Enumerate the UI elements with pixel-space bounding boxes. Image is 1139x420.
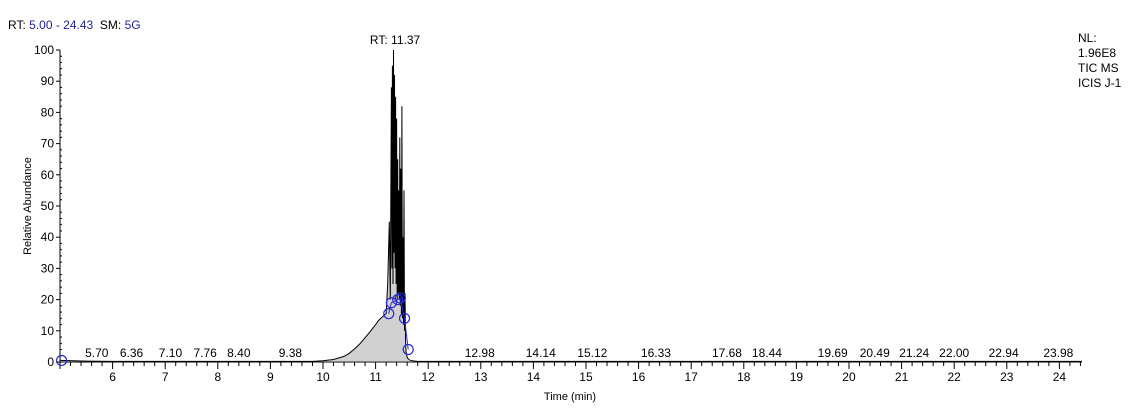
rt-range-value: 5.00 - 24.43 bbox=[29, 18, 94, 32]
peak-label: 22.00 bbox=[939, 346, 969, 360]
peak-label: 8.40 bbox=[227, 346, 251, 360]
peak-label: 21.24 bbox=[899, 346, 929, 360]
peak-label: 23.98 bbox=[1043, 346, 1073, 360]
y-tick-label: 60 bbox=[41, 168, 55, 182]
y-tick-label: 0 bbox=[47, 355, 54, 369]
peak-marker bbox=[402, 343, 414, 356]
peak-label: 17.68 bbox=[712, 346, 742, 360]
x-tick-label: 21 bbox=[895, 370, 909, 384]
y-tick-label: 40 bbox=[41, 230, 55, 244]
peak-label: 20.49 bbox=[860, 346, 890, 360]
y-tick-label: 20 bbox=[41, 293, 55, 307]
y-tick-label: 50 bbox=[41, 199, 55, 213]
trace-id: ICIS J-1 bbox=[1078, 76, 1122, 90]
trace-line bbox=[59, 49, 1082, 362]
x-tick-label: 14 bbox=[527, 370, 541, 384]
x-tick-label: 19 bbox=[790, 370, 804, 384]
chart-markers bbox=[55, 292, 414, 367]
x-tick-label: 10 bbox=[316, 370, 330, 384]
y-axis-label: Relative Abundance bbox=[22, 157, 34, 255]
x-tick-label: 15 bbox=[579, 370, 593, 384]
rt-range-header: RT: 5.00 - 24.43 SM: 5G bbox=[8, 18, 141, 32]
chart-trace bbox=[59, 49, 1082, 362]
peak-label: 5.70 bbox=[85, 346, 109, 360]
x-tick-label: 9 bbox=[267, 370, 274, 384]
peak-label: 14.14 bbox=[526, 346, 556, 360]
y-tick-label: 70 bbox=[41, 137, 55, 151]
x-tick-label: 6 bbox=[109, 370, 116, 384]
main-peak-label: RT: 11.37 bbox=[370, 33, 421, 47]
peak-marker bbox=[394, 292, 406, 304]
x-tick-label: 8 bbox=[214, 370, 221, 384]
peak-marker bbox=[55, 354, 68, 367]
peak-label: 19.69 bbox=[818, 346, 848, 360]
chart-labels: 5.70 6.36 7.10 7.76 8.40 9.38 12.98 14.14 15.12 1… bbox=[85, 346, 1074, 360]
rt-label: RT: bbox=[8, 18, 26, 32]
peak-marker bbox=[398, 312, 411, 324]
sm-label: SM: bbox=[99, 18, 122, 32]
x-tick-label: 12 bbox=[422, 370, 436, 384]
trace-type: TIC MS bbox=[1078, 61, 1119, 75]
nl-value: 1.96E8 bbox=[1078, 46, 1117, 60]
x-tick-label: 7 bbox=[162, 370, 169, 384]
peak-label: 16.33 bbox=[641, 346, 671, 360]
x-tick-label: 23 bbox=[1000, 370, 1014, 384]
trace-info-header: NL: 1.96E8 TIC MS ICIS J-1 bbox=[1078, 31, 1121, 91]
peak-marker bbox=[392, 294, 404, 306]
y-tick-label: 10 bbox=[41, 324, 55, 338]
peak-label: 18.44 bbox=[752, 346, 782, 360]
x-axis-label: Time (min) bbox=[544, 391, 596, 403]
peak-label: 7.76 bbox=[193, 346, 217, 360]
nl-label: NL: bbox=[1078, 31, 1097, 45]
x-tick-label: 16 bbox=[632, 370, 646, 384]
trace-fill bbox=[60, 50, 1082, 362]
peak-marker bbox=[385, 297, 397, 309]
chart-axes: 0 10 20 30 40 50 60 70 80 90 100 6 7 8 9 10 11 12 13 14 15 16… bbox=[34, 43, 1082, 384]
sm-value: 5G bbox=[124, 18, 141, 32]
y-tick-label: 90 bbox=[41, 74, 55, 88]
y-tick-label: 100 bbox=[34, 43, 54, 57]
peak-marker bbox=[383, 308, 395, 320]
x-tick-label: 22 bbox=[948, 370, 962, 384]
peak-label: 7.10 bbox=[159, 346, 183, 360]
y-tick-label: 80 bbox=[41, 105, 55, 119]
y-tick-label: 30 bbox=[41, 261, 55, 275]
x-tick-label: 17 bbox=[685, 370, 699, 384]
x-tick-label: 13 bbox=[474, 370, 488, 384]
x-tick-label: 24 bbox=[1053, 370, 1067, 384]
peak-label: 9.38 bbox=[279, 346, 303, 360]
x-tick-label: 20 bbox=[842, 370, 856, 384]
peak-label: 15.12 bbox=[577, 346, 607, 360]
peak-label: 22.94 bbox=[989, 346, 1019, 360]
peak-label: 12.98 bbox=[465, 346, 495, 360]
x-tick-label: 11 bbox=[369, 370, 382, 384]
x-tick-label: 18 bbox=[737, 370, 751, 384]
peak-label: 6.36 bbox=[120, 346, 144, 360]
